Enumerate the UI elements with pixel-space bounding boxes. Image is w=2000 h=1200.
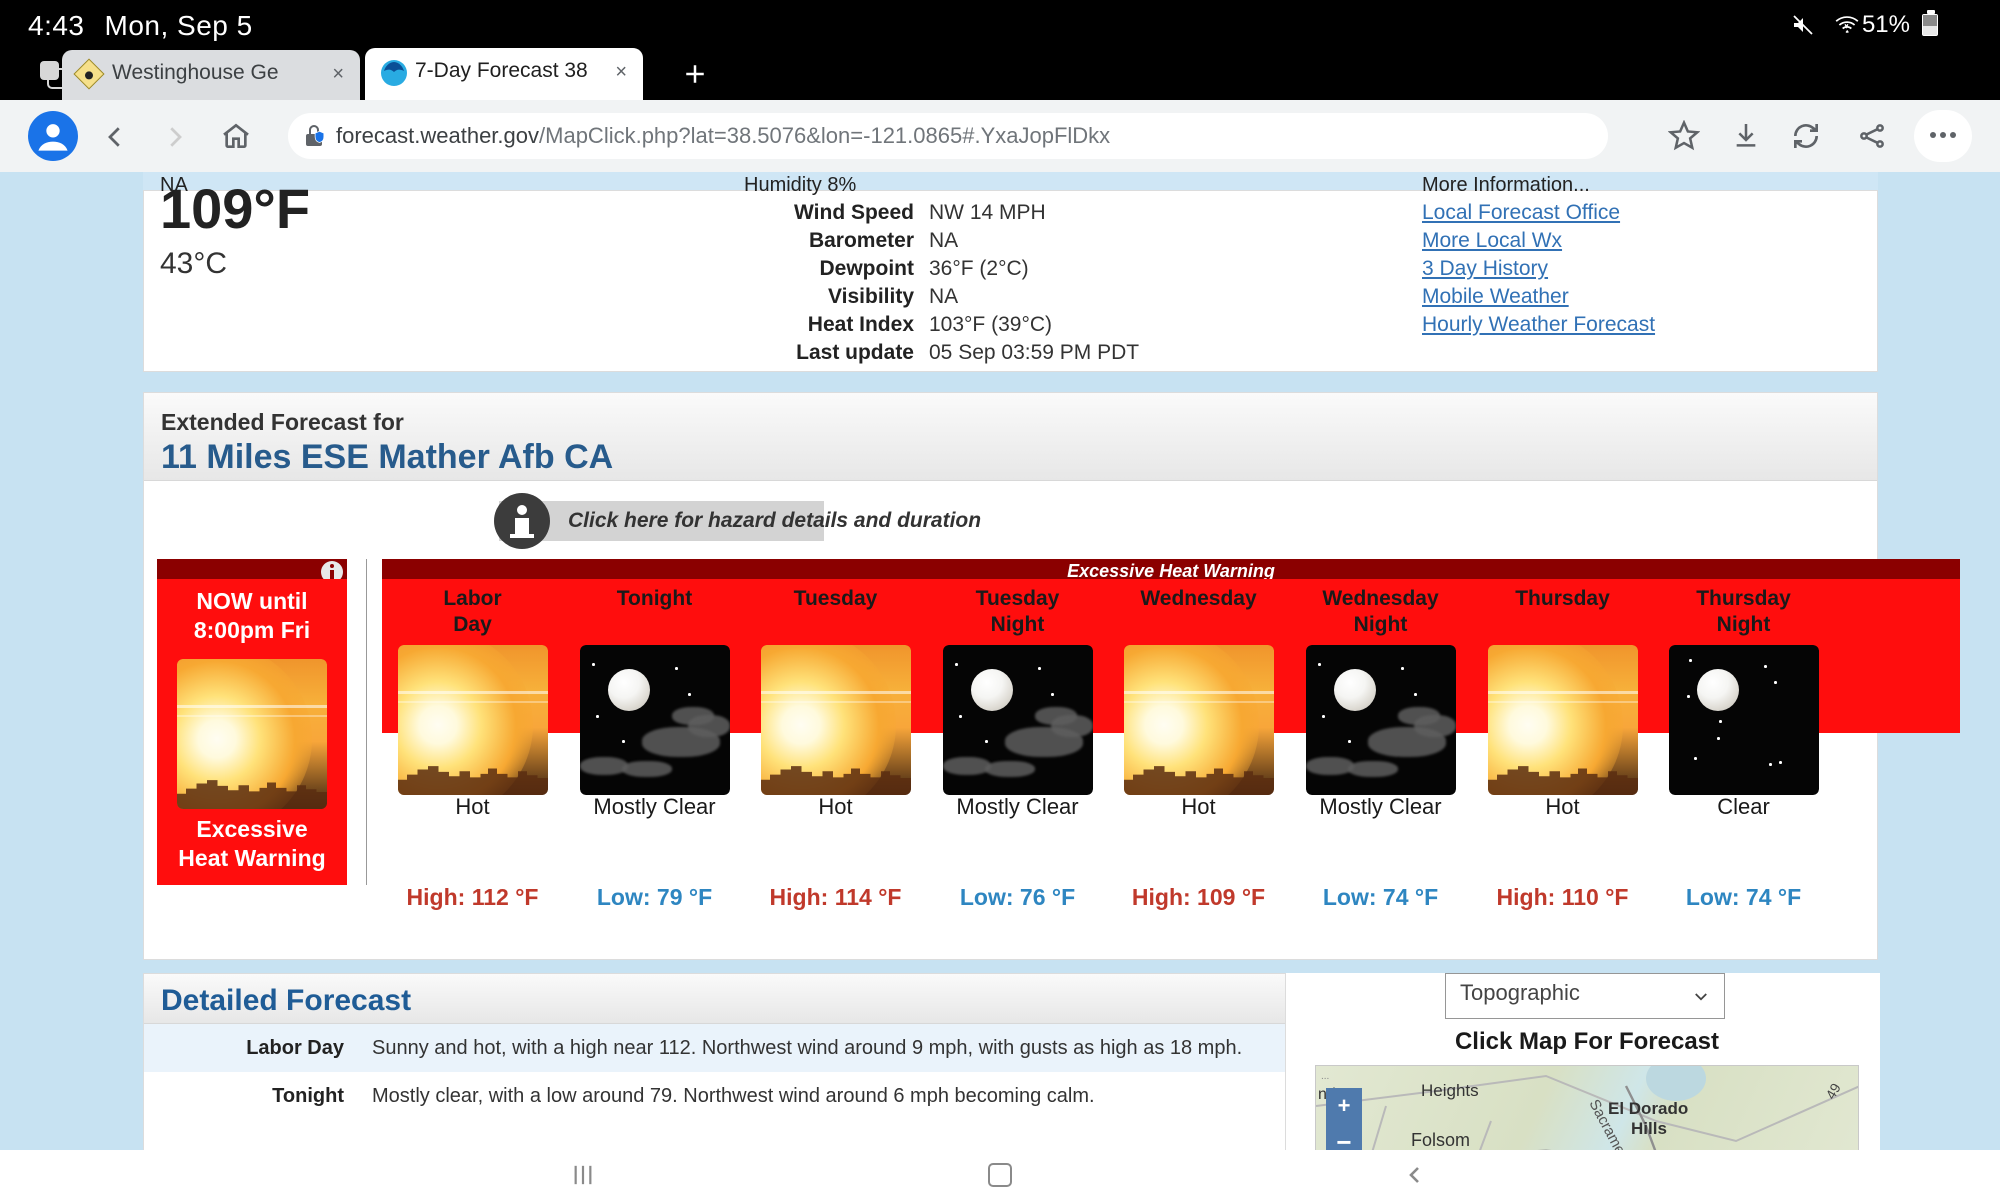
svg-text:Hills: Hills	[1631, 1119, 1667, 1138]
svg-text:Heights: Heights	[1421, 1081, 1479, 1100]
svg-text:49: 49	[1822, 1080, 1844, 1102]
svg-text:Folsom: Folsom	[1411, 1130, 1470, 1150]
svg-text:El Dorado: El Dorado	[1608, 1099, 1688, 1118]
